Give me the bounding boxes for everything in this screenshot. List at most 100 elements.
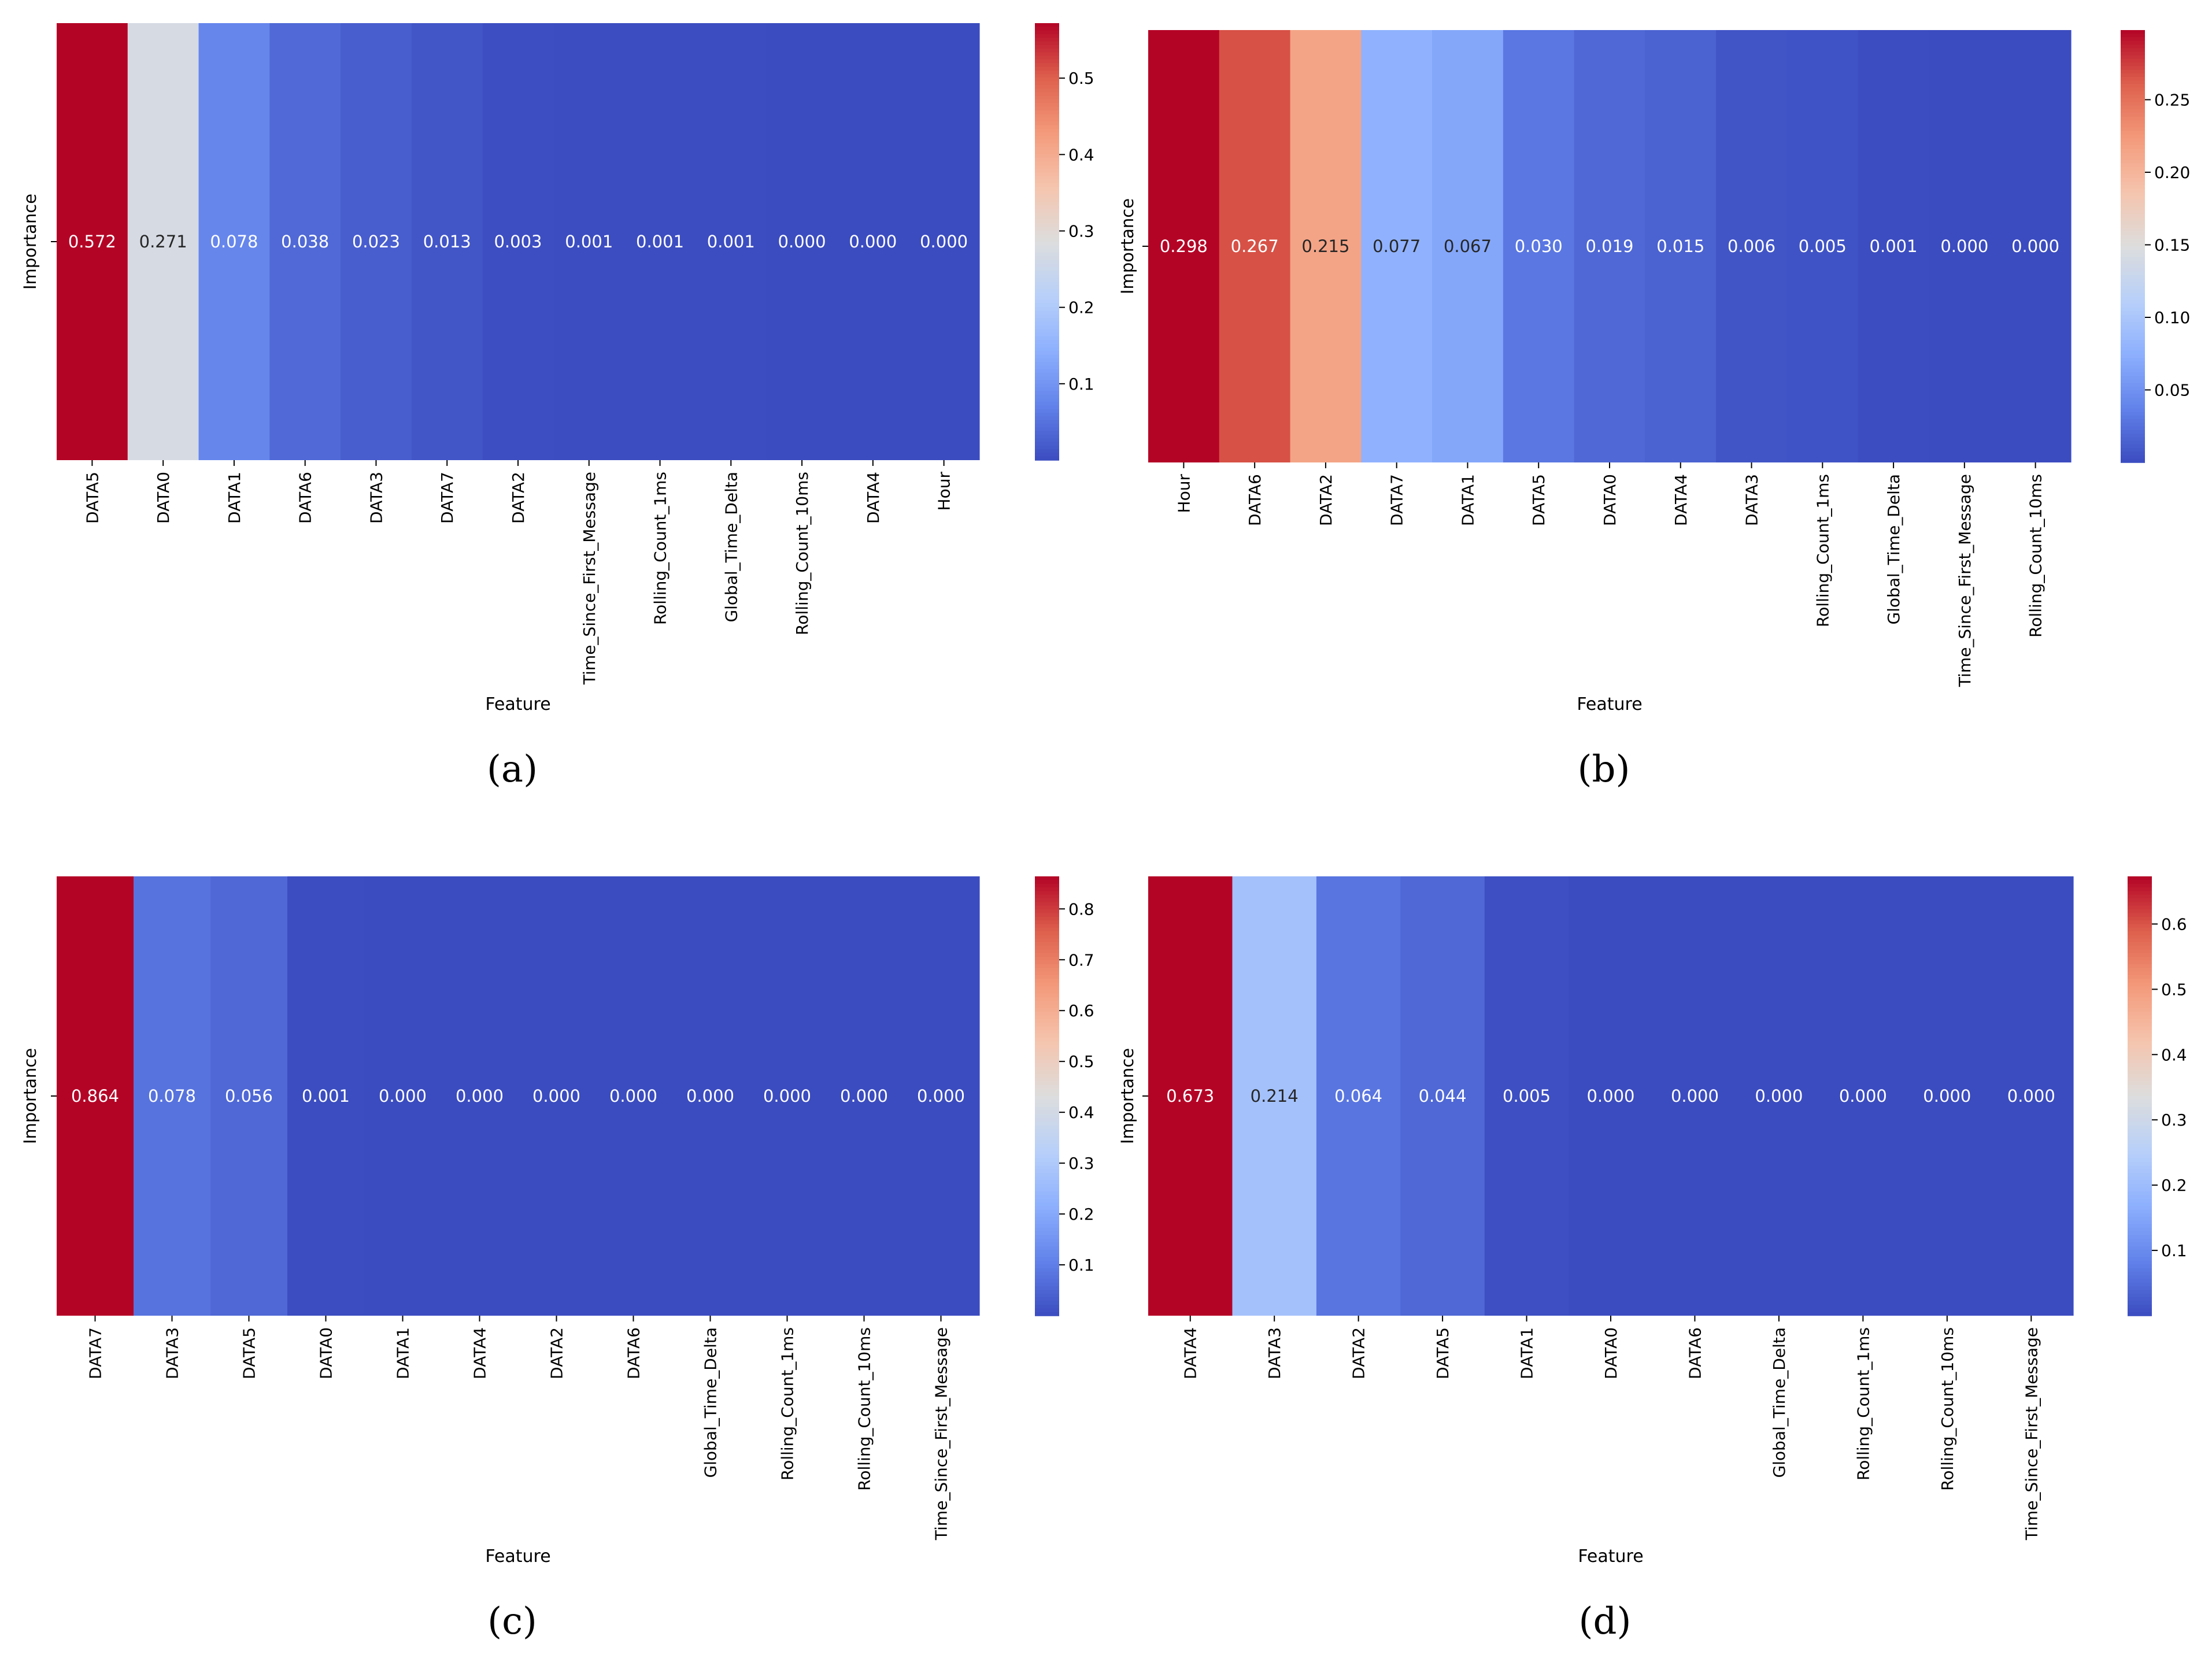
colorbar-segment: [2121, 361, 2145, 366]
colorbar-segment: [2128, 898, 2152, 903]
colorbar-segment: [1035, 894, 1059, 899]
colorbar-segment: [1035, 383, 1059, 388]
colorbar-segment: [1035, 63, 1059, 68]
colorbar-segment: [2121, 37, 2145, 42]
heatmap-cell: [1905, 876, 1990, 1316]
heatmap-cell: [287, 876, 365, 1316]
colorbar-segment: [1035, 336, 1059, 340]
cell-value-label: 0.006: [1728, 236, 1775, 256]
colorbar-segment: [1035, 1059, 1059, 1064]
colorbar-segment: [2121, 368, 2145, 373]
cell-value-label: 0.000: [917, 1086, 965, 1106]
colorbar-segment: [2121, 185, 2145, 190]
colorbar-segment: [2121, 387, 2145, 391]
colorbar-segment: [2128, 880, 2152, 884]
colorbar-segment: [1035, 957, 1059, 961]
colorbar-tick-label: 0.4: [1068, 1103, 1094, 1122]
colorbar-segment: [1035, 249, 1059, 253]
colorbar-segment: [2121, 192, 2145, 197]
colorbar-segment: [1035, 1048, 1059, 1053]
colorbar-segment: [1035, 99, 1059, 104]
colorbar-segment: [1035, 1056, 1059, 1060]
cell-value-label: 0.000: [849, 232, 897, 251]
heatmap-cell: [518, 876, 595, 1316]
heatmap-cell: [1716, 30, 1788, 462]
colorbar-segment: [1035, 413, 1059, 417]
colorbar-segment: [2128, 938, 2152, 943]
colorbar-segment: [2121, 314, 2145, 319]
heatmap-cell: [1432, 30, 1504, 462]
colorbar-segment: [2128, 1286, 2152, 1291]
colorbar-segment: [1035, 143, 1059, 147]
heatmap-cell: [672, 876, 749, 1316]
colorbar-segment: [1035, 1118, 1059, 1123]
colorbar-segment: [1035, 442, 1059, 446]
colorbar-segment: [2128, 1074, 2152, 1079]
colorbar-segment: [1035, 935, 1059, 939]
heatmap-cell: [595, 876, 672, 1316]
cell-value-label: 0.271: [139, 232, 187, 251]
colorbar-segment: [1035, 1268, 1059, 1272]
colorbar-segment: [1035, 982, 1059, 987]
cell-value-label: 0.038: [281, 232, 329, 251]
x-tick-label: DATA1: [1458, 474, 1477, 526]
colorbar-segment: [1035, 1143, 1059, 1148]
colorbar-segment: [2121, 113, 2145, 117]
heatmap-cell: [57, 876, 134, 1316]
colorbar-segment: [2128, 1228, 2152, 1232]
colorbar-segment: [1035, 60, 1059, 64]
colorbar-segment: [2128, 1103, 2152, 1108]
colorbar-segment: [2128, 931, 2152, 936]
colorbar: 0.1 0.2 0.3 0.4 0.5: [1035, 23, 1094, 461]
colorbar-segment: [2121, 329, 2145, 334]
colorbar-segment: [2128, 1264, 2152, 1269]
x-tick-label: Rolling_Count_1ms: [1854, 1327, 1873, 1480]
colorbar-segment: [2121, 30, 2145, 35]
heatmap-cell: [1148, 30, 1220, 462]
colorbar-segment: [2128, 1246, 2152, 1250]
colorbar-segment: [1035, 986, 1059, 991]
colorbar-segment: [2121, 415, 2145, 420]
colorbar-segment: [2128, 1151, 2152, 1156]
colorbar-segment: [2128, 905, 2152, 910]
colorbar-segment: [2128, 1063, 2152, 1068]
colorbar-tick-label: 0.2: [1068, 1205, 1094, 1224]
colorbar-segment: [2121, 160, 2145, 164]
cell-value-label: 0.215: [1301, 236, 1349, 256]
colorbar-segment: [2128, 1089, 2152, 1093]
colorbar-segment: [1035, 1037, 1059, 1042]
colorbar-segment: [2128, 1008, 2152, 1013]
colorbar-segment: [1035, 293, 1059, 297]
colorbar-segment: [1035, 931, 1059, 936]
colorbar-segment: [2128, 1110, 2152, 1115]
x-tick-label: DATA3: [367, 472, 386, 524]
cell-value-label: 0.000: [2011, 236, 2059, 256]
colorbar-segment: [2121, 195, 2145, 200]
heatmap-cell: [1821, 876, 1906, 1316]
colorbar-segment: [1035, 1187, 1059, 1192]
colorbar-segment: [2128, 1184, 2152, 1189]
colorbar-segment: [2121, 372, 2145, 377]
colorbar-segment: [1035, 1246, 1059, 1250]
heatmap-cell: [1645, 30, 1717, 462]
x-tick-label: Global_Time_Delta: [1770, 1327, 1789, 1478]
colorbar-segment: [1035, 169, 1059, 173]
colorbar-segment: [1035, 307, 1059, 312]
colorbar-segment: [1035, 398, 1059, 402]
x-tick-label: DATA6: [296, 472, 315, 524]
colorbar-segment: [1035, 376, 1059, 381]
heatmap-cell: [908, 23, 980, 460]
colorbar-segment: [1035, 420, 1059, 424]
cell-value-label: 0.000: [1940, 236, 1988, 256]
colorbar-segment: [2121, 297, 2145, 301]
cell-value-label: 0.267: [1231, 236, 1279, 256]
colorbar-segment: [1035, 1231, 1059, 1236]
heatmap-cell: [341, 23, 412, 460]
colorbar-segment: [2121, 95, 2145, 99]
colorbar-segment: [1035, 365, 1059, 370]
x-tick-label: Rolling_Count_10ms: [2026, 474, 2045, 638]
cell-value-label: 0.000: [456, 1086, 504, 1106]
x-tick-label: DATA4: [1671, 474, 1691, 526]
colorbar-segment: [2128, 1154, 2152, 1159]
